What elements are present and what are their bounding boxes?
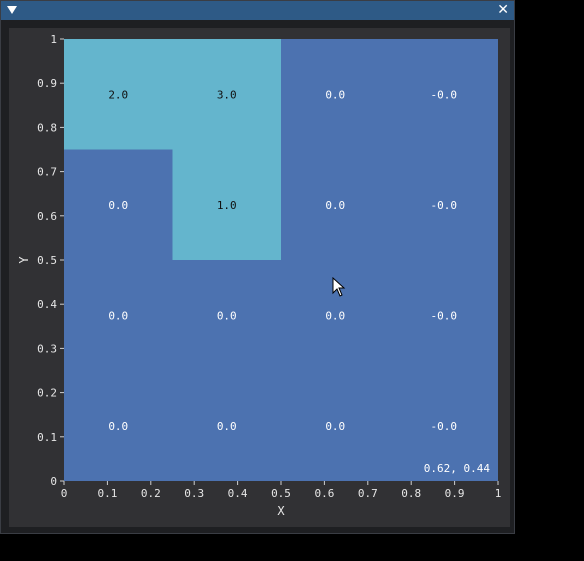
heatmap-cell-label: 3.0 bbox=[217, 88, 237, 101]
mouse-cursor-icon bbox=[332, 277, 346, 297]
plot-window: ✕ 2.0 3.0 0.0 -0.0 0.0 1.0 0.0 -0.0 0.0 0.0 0.0 -0.… bbox=[0, 0, 515, 534]
x-axis-label: X bbox=[277, 504, 285, 518]
close-icon[interactable]: ✕ bbox=[497, 2, 509, 18]
y-tick-label: 0.9 bbox=[37, 77, 57, 90]
x-tick-label: 0.7 bbox=[358, 487, 378, 500]
heatmap-cell-label: 2.0 bbox=[108, 88, 128, 101]
x-tick-label: 0.9 bbox=[445, 487, 465, 500]
cursor-coordinate-readout: 0.62, 0.44 bbox=[424, 462, 491, 475]
x-tick-label: 0 bbox=[61, 487, 68, 500]
y-tick-label: 0 bbox=[50, 475, 57, 488]
y-tick-label: 0.1 bbox=[37, 431, 57, 444]
heatmap-cell-label: 0.0 bbox=[325, 309, 345, 322]
heatmap-cell-label: 0.0 bbox=[108, 420, 128, 433]
heatmap-cell-label: 0.0 bbox=[325, 199, 345, 212]
heatmap-cell-label: 0.0 bbox=[217, 309, 237, 322]
x-tick-label: 0.4 bbox=[228, 487, 248, 500]
heatmap-cell-label: -0.0 bbox=[431, 88, 458, 101]
heatmap-highlight-cell bbox=[172, 149, 281, 260]
heatmap-cell-label: -0.0 bbox=[431, 309, 458, 322]
y-tick-label: 0.8 bbox=[37, 121, 57, 134]
window-titlebar[interactable]: ✕ bbox=[1, 1, 514, 20]
y-tick-label: 0.5 bbox=[37, 254, 57, 267]
y-tick-label: 0.6 bbox=[37, 210, 57, 223]
heatmap-cell-label: 0.0 bbox=[108, 199, 128, 212]
heatmap-cell-label: 0.0 bbox=[325, 420, 345, 433]
heatmap-cell-label: 0.0 bbox=[325, 88, 345, 101]
heatmap-cell-label: 1.0 bbox=[217, 199, 237, 212]
heatmap-cell-label: -0.0 bbox=[431, 420, 458, 433]
heatmap-highlight-cell bbox=[64, 39, 281, 150]
x-tick-label: 0.8 bbox=[401, 487, 421, 500]
heatmap-cell-label: 0.0 bbox=[217, 420, 237, 433]
y-tick-label: 1 bbox=[50, 33, 57, 46]
heatmap-cell-label: 0.0 bbox=[108, 309, 128, 322]
x-tick-label: 0.2 bbox=[141, 487, 161, 500]
y-tick-label: 0.4 bbox=[37, 298, 57, 311]
y-axis-label: Y bbox=[17, 256, 31, 264]
plot-frame: 2.0 3.0 0.0 -0.0 0.0 1.0 0.0 -0.0 0.0 0.0 0.0 -0.0 0… bbox=[9, 28, 510, 527]
x-tick-label: 0.6 bbox=[314, 487, 334, 500]
y-tick-label: 0.7 bbox=[37, 166, 57, 179]
triangle-down-icon[interactable] bbox=[7, 6, 17, 14]
x-tick-label: 1 bbox=[495, 487, 502, 500]
heatmap-cell-label: -0.0 bbox=[431, 199, 458, 212]
heatmap-plot[interactable]: 2.0 3.0 0.0 -0.0 0.0 1.0 0.0 -0.0 0.0 0.0 0.0 -0.0 0… bbox=[9, 28, 510, 527]
y-tick-label: 0.3 bbox=[37, 342, 57, 355]
y-tick-label: 0.2 bbox=[37, 387, 57, 400]
x-tick-label: 0.3 bbox=[184, 487, 204, 500]
x-tick-label: 0.5 bbox=[271, 487, 291, 500]
x-tick-label: 0.1 bbox=[97, 487, 117, 500]
